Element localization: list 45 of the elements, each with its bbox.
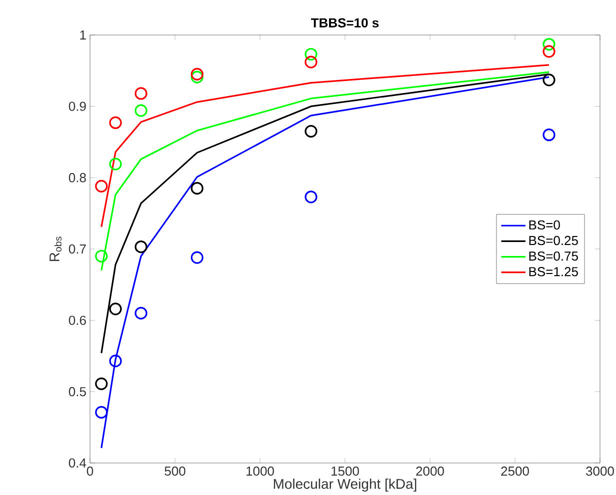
legend-label: BS=0 [529, 220, 560, 230]
y-tick-label: 1 [80, 30, 86, 40]
y-axis-title: R$_{obs}$ [50, 236, 62, 262]
point [190, 251, 204, 264]
legend-label: BS=0.75 [529, 251, 578, 261]
point [109, 116, 122, 130]
point [95, 406, 108, 419]
point [109, 158, 122, 170]
x-axis-title: Molecular Weight [kDa] [274, 478, 416, 492]
point [95, 378, 108, 390]
point [109, 302, 122, 316]
point [304, 48, 318, 61]
point [134, 240, 148, 254]
x-tick-label: 2000 [416, 466, 444, 476]
x-tick-label: 500 [164, 466, 186, 476]
chart-title: TBBS=10 s [311, 18, 379, 28]
point [190, 182, 204, 195]
y-tick-label: 0.5 [68, 387, 86, 396]
point [190, 70, 204, 84]
point [304, 190, 318, 204]
point [134, 87, 148, 100]
x-tick-label: 1500 [332, 466, 359, 476]
point [95, 250, 108, 262]
point [542, 38, 556, 51]
x-tick-label: 2500 [501, 466, 529, 476]
y-tick-label: 0.7 [68, 244, 86, 254]
point [95, 180, 108, 193]
x-tick-label: 3000 [586, 466, 614, 476]
point [109, 354, 122, 368]
point [304, 56, 318, 68]
y-tick-label: 0.8 [68, 173, 86, 182]
point [542, 74, 556, 86]
legend-label: BS=0.25 [529, 236, 578, 246]
y-tick-label: 0.9 [68, 102, 86, 111]
y-tick-label: 0.4 [68, 458, 86, 468]
point [542, 128, 556, 142]
point [304, 124, 318, 138]
legend-label: BS=1.25 [529, 267, 578, 276]
point [134, 104, 148, 117]
point [134, 306, 148, 320]
y-tick-label: 0.6 [68, 316, 86, 325]
x-tick-label: 0 [86, 466, 94, 476]
point [542, 45, 556, 58]
x-tick-label: 1000 [246, 466, 274, 476]
point [190, 68, 204, 81]
